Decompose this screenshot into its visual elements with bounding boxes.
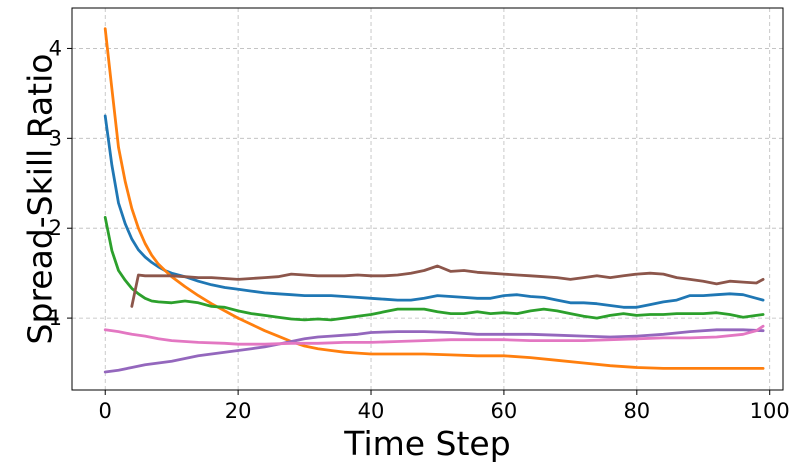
y-tick-label: 4 — [49, 36, 62, 60]
x-axis-title: Time Step — [343, 424, 510, 463]
x-tick-label: 100 — [750, 399, 790, 423]
x-tick-label: 80 — [623, 399, 650, 423]
y-axis: 1 2 3 4 — [49, 36, 72, 330]
y-tick-label: 3 — [49, 126, 62, 150]
series-line-6 — [103, 324, 765, 346]
x-tick-label: 60 — [491, 399, 518, 423]
series-line-5 — [103, 328, 765, 374]
x-tick-label: 20 — [225, 399, 252, 423]
y-tick-label: 1 — [49, 306, 62, 330]
plot-frame — [71, 7, 784, 391]
series-lines — [103, 27, 765, 374]
series-line-2 — [103, 27, 765, 370]
series-line-3 — [103, 216, 765, 322]
x-tick-label: 40 — [358, 399, 385, 423]
y-tick-label: 2 — [49, 216, 62, 240]
y-axis-title: Spread-Skill Ratio — [21, 54, 60, 345]
x-axis: 0 20 40 60 80 100 — [99, 390, 790, 423]
series-line-4 — [130, 264, 765, 308]
x-tick-label: 0 — [99, 399, 112, 423]
grid — [72, 8, 783, 390]
